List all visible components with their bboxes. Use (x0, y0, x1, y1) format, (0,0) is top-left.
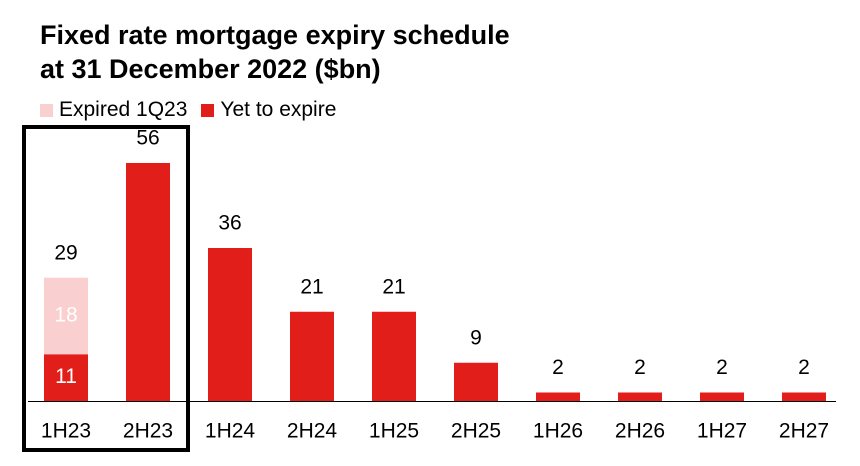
legend-swatch-expired (40, 103, 53, 117)
data-label-total-1h23: 29 (54, 241, 77, 264)
chart-legend: Expired 1Q23 Yet to expire (40, 98, 350, 122)
tick-label-1h27: 1H27 (697, 420, 747, 443)
bar-yet-to-expire-2h24 (290, 311, 334, 401)
data-label-total-2h27: 2 (798, 356, 810, 379)
data-label-total-2h26: 2 (634, 356, 646, 379)
bar-yet-to-expire-1h26 (536, 392, 580, 401)
bar-yet-to-expire-1h24 (208, 248, 252, 401)
highlight-box (22, 125, 190, 452)
data-label-yet-to-expire-1h23: 11 (55, 365, 77, 388)
tick-label-2h24: 2H24 (287, 420, 338, 443)
chart-title: Fixed rate mortgage expiry schedule at 3… (40, 18, 510, 86)
tick-label-2h27: 2H27 (779, 420, 829, 443)
tick-label-2h25: 2H25 (451, 420, 501, 443)
data-label-total-1h27: 2 (716, 356, 728, 379)
data-label-expired-1h23: 18 (54, 304, 77, 327)
legend-item-yet-to-expire: Yet to expire (201, 98, 336, 122)
legend-item-expired: Expired 1Q23 (40, 98, 187, 122)
bar-yet-to-expire-1h25 (372, 311, 416, 401)
tick-label-2h26: 2H26 (615, 420, 665, 443)
tick-label-2h23: 2H23 (123, 420, 173, 443)
data-label-total-1h24: 36 (218, 212, 241, 235)
bar-yet-to-expire-2h26 (618, 392, 662, 401)
data-label-total-2h24: 21 (300, 275, 323, 298)
bar-yet-to-expire-2h25 (454, 362, 498, 401)
tick-label-1h24: 1H24 (205, 420, 256, 443)
bar-yet-to-expire-2h27 (782, 392, 826, 401)
data-label-total-2h25: 9 (470, 326, 482, 349)
tick-label-1h25: 1H25 (369, 420, 419, 443)
tick-label-1h23: 1H23 (41, 420, 91, 443)
data-label-total-2h23: 56 (136, 127, 159, 150)
legend-swatch-yet-to-expire (201, 103, 215, 117)
tick-label-1h26: 1H26 (533, 420, 583, 443)
bar-expired-1h23 (44, 277, 88, 355)
bar-yet-to-expire-1h23 (44, 354, 88, 401)
chart-title-line-1: Fixed rate mortgage expiry schedule (40, 20, 510, 50)
chart-title-line-2: at 31 December 2022 ($bn) (40, 54, 381, 84)
data-label-total-1h25: 21 (382, 275, 405, 298)
data-label-total-1h26: 2 (552, 356, 564, 379)
bar-yet-to-expire-1h27 (700, 392, 744, 401)
bar-yet-to-expire-2h23 (126, 163, 170, 401)
legend-label-expired: Expired 1Q23 (59, 98, 188, 121)
legend-label-yet-to-expire: Yet to expire (220, 98, 337, 121)
